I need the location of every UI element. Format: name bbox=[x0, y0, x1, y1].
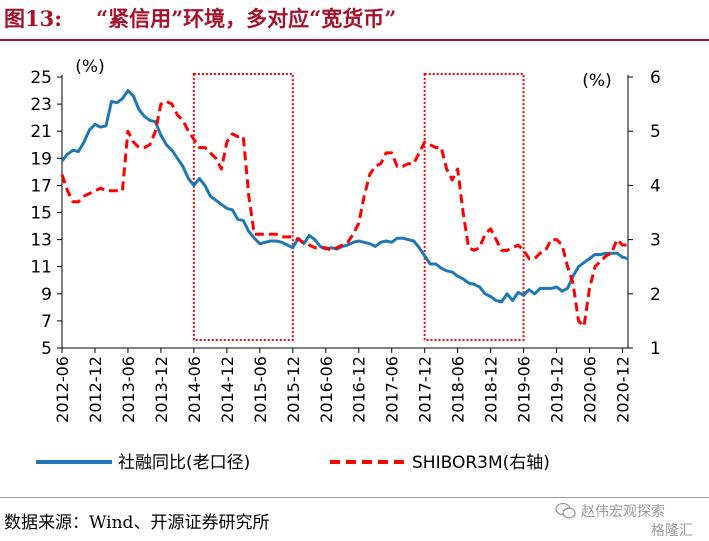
left-tick-label: 5 bbox=[41, 339, 52, 359]
watermark-line2: 格隆汇 bbox=[651, 523, 693, 539]
x-tick-label: 2017-12 bbox=[416, 356, 435, 423]
left-tick-label: 13 bbox=[30, 231, 52, 251]
x-tick-label: 2013-06 bbox=[119, 356, 138, 423]
right-tick-label: 5 bbox=[650, 122, 661, 142]
x-tick-label: 2018-06 bbox=[449, 356, 468, 423]
right-tick-label: 6 bbox=[650, 68, 661, 88]
right-tick-label: 1 bbox=[650, 339, 661, 359]
series-lines bbox=[60, 89, 629, 328]
highlight-box-2 bbox=[423, 73, 525, 341]
x-tick-label: 2020-12 bbox=[614, 356, 633, 423]
x-tick-label: 2020-06 bbox=[581, 356, 600, 423]
x-tick-label: 2012-12 bbox=[86, 356, 105, 423]
right-tick-label: 3 bbox=[650, 231, 661, 251]
left-tick-label: 21 bbox=[30, 122, 52, 142]
legend-label-2: SHIBOR3M(右轴) bbox=[412, 453, 550, 473]
left-tick-label: 17 bbox=[30, 176, 52, 196]
right-tick-label: 4 bbox=[650, 176, 661, 196]
left-tick-label: 15 bbox=[30, 204, 52, 224]
watermark: 赵伟宏观探索 格隆汇 bbox=[555, 499, 707, 539]
figure-title: 图13: “紧信用”环境，多对应“宽货币” bbox=[0, 0, 709, 36]
x-tick-label: 2017-06 bbox=[383, 356, 402, 423]
left-tick-label: 19 bbox=[30, 149, 52, 169]
x-tick-label: 2016-06 bbox=[317, 356, 336, 423]
x-tick-label: 2015-12 bbox=[284, 356, 303, 423]
series-line-1 bbox=[60, 89, 629, 304]
watermark-line1: 赵伟宏观探索 bbox=[581, 504, 665, 520]
highlight-box-1 bbox=[192, 73, 294, 341]
figure-title-text: “紧信用”环境，多对应“宽货币” bbox=[96, 6, 397, 31]
highlight-boxes bbox=[192, 73, 525, 341]
x-tick-label: 2013-12 bbox=[152, 356, 171, 423]
left-tick-label: 23 bbox=[30, 95, 52, 115]
left-tick-label: 7 bbox=[41, 312, 52, 332]
source-note: 数据来源：Wind、开源证券研究所 bbox=[4, 513, 270, 533]
x-tick-label: 2014-06 bbox=[185, 356, 204, 423]
series-line-2 bbox=[60, 99, 628, 328]
x-tick-label: 2019-06 bbox=[515, 356, 534, 423]
left-tick-label: 9 bbox=[41, 285, 52, 305]
title-rule bbox=[0, 39, 709, 41]
right-tick-label: 2 bbox=[650, 285, 661, 305]
x-tick-label: 2012-06 bbox=[53, 356, 72, 423]
wechat-icon bbox=[555, 502, 576, 519]
x-tick-label: 2015-06 bbox=[251, 356, 270, 423]
left-axis-unit: (%) bbox=[75, 57, 104, 77]
legend-label-1: 社融同比(老口径) bbox=[118, 453, 250, 473]
source-rule bbox=[0, 497, 709, 498]
left-tick-label: 25 bbox=[30, 68, 52, 88]
figure-number: 图13: bbox=[4, 6, 62, 31]
x-tick-label: 2018-12 bbox=[482, 356, 501, 423]
x-tick-label: 2019-12 bbox=[548, 356, 567, 423]
x-tick-label: 2014-12 bbox=[218, 356, 237, 423]
left-tick-label: 11 bbox=[30, 258, 52, 278]
x-tick-label: 2016-12 bbox=[350, 356, 369, 423]
right-axis-unit: (%) bbox=[582, 71, 611, 91]
legend: 社融同比(老口径) SHIBOR3M(右轴) bbox=[36, 453, 550, 473]
